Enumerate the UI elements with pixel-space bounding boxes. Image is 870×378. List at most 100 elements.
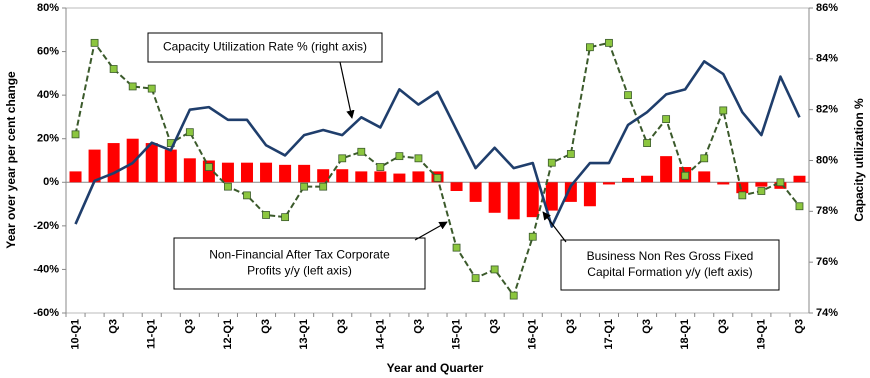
- annotation-arrow: [542, 211, 567, 243]
- marker: [528, 232, 537, 241]
- marker: [471, 274, 480, 283]
- marker: [109, 65, 118, 73]
- marker: [452, 243, 461, 252]
- bar: [583, 182, 596, 207]
- bar: [717, 182, 730, 185]
- x-tick-label: 14-Q1: [374, 319, 386, 350]
- marker: [243, 191, 251, 200]
- marker: [357, 147, 366, 156]
- y2-tick-label: 80%: [816, 154, 838, 166]
- bar: [412, 171, 425, 183]
- annotation-box: [560, 239, 780, 291]
- bar: [622, 177, 635, 183]
- y-tick-label: 20%: [37, 133, 59, 145]
- bar: [545, 182, 558, 211]
- bar: [641, 175, 654, 183]
- y-axis-title: Year over year per cent change: [4, 71, 18, 249]
- marker: [395, 152, 404, 161]
- y-tick-label: -40%: [33, 263, 59, 275]
- x-axis-title: Year and Quarter: [387, 361, 484, 375]
- annotation-text: Non-Financial After Tax Corporate: [209, 248, 390, 262]
- x-tick-label: 12-Q1: [222, 319, 234, 350]
- marker: [509, 291, 518, 300]
- y-tick-label: 0%: [43, 176, 59, 188]
- marker: [90, 38, 99, 47]
- marker: [224, 182, 232, 191]
- x-tick-label: Q3: [489, 319, 501, 334]
- marker: [776, 178, 785, 187]
- bar: [450, 182, 463, 191]
- bar: [355, 171, 368, 183]
- marker: [719, 106, 728, 115]
- annotation-text: Profits y/y (left axis): [247, 264, 352, 278]
- marker: [147, 84, 156, 93]
- y2-tick-label: 78%: [816, 205, 838, 217]
- bar: [126, 138, 139, 183]
- annotation-box: [173, 237, 426, 290]
- y-tick-label: 80%: [37, 2, 59, 14]
- bar: [107, 143, 120, 183]
- marker: [566, 150, 575, 158]
- marker: [433, 174, 442, 182]
- x-tick-label: 18-Q1: [679, 319, 691, 350]
- x-tick-label: 11-Q1: [146, 319, 158, 349]
- marker: [795, 202, 804, 211]
- bar: [164, 149, 177, 183]
- annotation-text: Capital Formation y/y (left axis): [587, 265, 752, 279]
- marker: [204, 163, 213, 171]
- bar: [755, 182, 768, 187]
- x-tick-label: Q3: [260, 319, 272, 334]
- bar: [698, 171, 711, 183]
- marker: [700, 154, 709, 163]
- bar: [469, 182, 482, 202]
- annotation-text: Capacity Utilization Rate % (right axis): [163, 40, 367, 54]
- line: [74, 60, 801, 228]
- marker: [128, 82, 137, 91]
- marker: [643, 139, 651, 147]
- bar: [660, 156, 673, 183]
- x-tick-label: Q3: [108, 319, 120, 334]
- bar: [736, 182, 749, 194]
- x-tick-label: 13-Q1: [298, 319, 310, 350]
- bar: [221, 162, 234, 183]
- y-tick-label: -20%: [33, 220, 59, 232]
- bar: [260, 162, 273, 183]
- bar: [507, 182, 520, 220]
- bar: [317, 169, 330, 183]
- bar: [183, 158, 196, 183]
- x-tick-label: Q3: [336, 319, 348, 334]
- x-tick-label: 10-Q1: [69, 319, 81, 350]
- x-tick-label: Q3: [641, 319, 653, 334]
- y-tick-label: 60%: [37, 45, 59, 57]
- x-tick-label: 17-Q1: [603, 319, 615, 350]
- bar: [374, 171, 387, 183]
- x-tick-label: 16-Q1: [527, 319, 539, 350]
- bar: [240, 162, 253, 183]
- marker: [262, 211, 270, 219]
- x-tick-label: Q3: [412, 319, 424, 334]
- marker: [414, 154, 423, 163]
- y2-axis-title: Capacity utilization %: [852, 98, 866, 222]
- marker: [185, 128, 194, 137]
- marker: [547, 158, 556, 167]
- marker: [281, 213, 289, 222]
- x-tick-label: 19-Q1: [755, 319, 767, 350]
- marker: [586, 43, 594, 52]
- marker: [300, 182, 309, 191]
- annotation-box: [147, 32, 383, 63]
- x-tick-label: 15-Q1: [450, 319, 462, 350]
- annotation-text: Business Non Res Gross Fixed: [587, 249, 754, 263]
- bar: [393, 173, 406, 183]
- y-tick-label: 40%: [37, 89, 59, 101]
- marker: [319, 182, 328, 191]
- x-tick-label: Q3: [565, 319, 577, 334]
- marker: [71, 130, 80, 139]
- bar: [564, 182, 577, 202]
- marker: [738, 191, 747, 200]
- marker: [490, 265, 499, 274]
- marker: [605, 38, 613, 47]
- y2-tick-label: 76%: [816, 256, 838, 268]
- bar: [88, 149, 101, 183]
- y2-tick-label: 84%: [816, 53, 838, 65]
